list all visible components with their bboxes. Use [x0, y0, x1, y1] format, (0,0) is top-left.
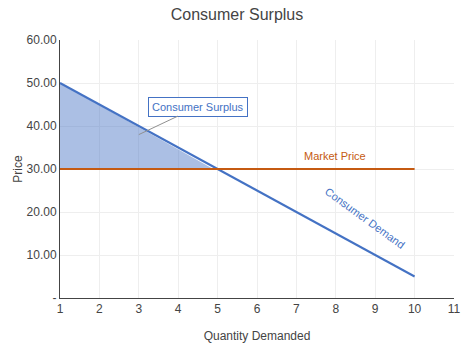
svg-text:1: 1 — [57, 302, 64, 316]
svg-text:3: 3 — [135, 302, 142, 316]
svg-text:Price: Price — [11, 155, 25, 183]
svg-text:Consumer Surplus: Consumer Surplus — [152, 101, 244, 113]
svg-text:60.00: 60.00 — [27, 33, 57, 47]
svg-text:9: 9 — [372, 302, 379, 316]
svg-text:Consumer Surplus: Consumer Surplus — [171, 6, 304, 23]
svg-text:10.00: 10.00 — [27, 248, 57, 262]
svg-text:Market Price: Market Price — [304, 150, 366, 162]
svg-text:2: 2 — [96, 302, 103, 316]
svg-text:10: 10 — [408, 302, 422, 316]
svg-text:50.00: 50.00 — [27, 76, 57, 90]
svg-text:20.00: 20.00 — [27, 205, 57, 219]
svg-text:8: 8 — [332, 302, 339, 316]
svg-text:Quantity Demanded: Quantity Demanded — [204, 329, 311, 343]
svg-text:-: - — [53, 291, 57, 305]
svg-text:11: 11 — [448, 302, 461, 316]
svg-text:5: 5 — [214, 302, 221, 316]
svg-text:Consumer Demand: Consumer Demand — [323, 185, 407, 251]
svg-text:40.00: 40.00 — [27, 119, 57, 133]
svg-text:7: 7 — [293, 302, 300, 316]
svg-text:4: 4 — [175, 302, 182, 316]
svg-text:6: 6 — [254, 302, 261, 316]
svg-text:30.00: 30.00 — [27, 162, 57, 176]
